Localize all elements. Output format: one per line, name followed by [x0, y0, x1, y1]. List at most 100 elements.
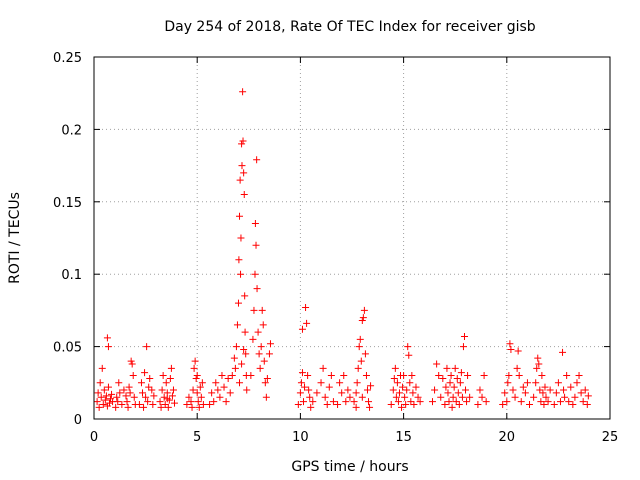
- x-tick-label: 25: [602, 430, 619, 445]
- data-point: [226, 389, 234, 397]
- data-point: [167, 364, 175, 372]
- data-point: [294, 401, 302, 409]
- data-point: [238, 140, 246, 148]
- data-point: [391, 364, 399, 372]
- data-point: [218, 372, 226, 380]
- data-point: [105, 399, 113, 407]
- data-point: [238, 360, 246, 368]
- chart-title: Day 254 of 2018, Rate Of TEC Index for r…: [164, 19, 535, 35]
- data-point: [563, 372, 571, 380]
- data-point: [412, 383, 420, 391]
- y-tick-label: 0.1: [61, 268, 82, 283]
- data-point: [443, 364, 451, 372]
- data-point: [140, 403, 148, 411]
- data-points: [93, 88, 592, 411]
- data-point: [539, 389, 547, 397]
- data-point: [183, 401, 191, 409]
- data-point: [158, 386, 166, 394]
- data-point: [206, 401, 214, 409]
- data-point: [354, 364, 362, 372]
- data-point: [478, 393, 486, 401]
- data-point: [260, 357, 268, 365]
- data-point: [297, 379, 305, 387]
- data-point: [236, 176, 244, 184]
- data-point: [114, 398, 122, 406]
- x-tick-label: 20: [499, 430, 516, 445]
- y-axis-label: ROTI / TECUs: [7, 192, 23, 284]
- data-point: [210, 398, 218, 406]
- data-point: [571, 393, 579, 401]
- data-point: [327, 372, 335, 380]
- data-point: [466, 393, 474, 401]
- data-point: [256, 364, 264, 372]
- data-point: [97, 393, 105, 401]
- data-point: [530, 393, 538, 401]
- data-point: [389, 386, 397, 394]
- y-tick-label: 0.15: [53, 196, 82, 211]
- axis-ticks: [93, 56, 611, 420]
- data-point: [569, 401, 577, 409]
- data-point: [299, 398, 307, 406]
- data-point: [302, 304, 310, 312]
- data-point: [401, 393, 409, 401]
- data-point: [395, 389, 403, 397]
- x-tick-label: 0: [90, 430, 98, 445]
- data-point: [197, 393, 205, 401]
- data-point: [307, 403, 315, 411]
- data-point: [514, 347, 522, 355]
- data-point: [390, 374, 398, 382]
- data-point: [253, 285, 261, 293]
- data-point: [534, 354, 542, 362]
- data-point: [93, 398, 101, 406]
- data-point: [100, 386, 108, 394]
- data-point: [169, 386, 177, 394]
- data-point: [189, 386, 197, 394]
- data-point: [208, 389, 216, 397]
- data-point: [458, 393, 466, 401]
- data-point: [241, 292, 249, 300]
- data-point: [405, 351, 413, 359]
- data-point: [162, 379, 170, 387]
- data-point: [98, 364, 106, 372]
- data-point: [304, 372, 312, 380]
- data-point: [168, 392, 176, 400]
- data-point: [237, 234, 245, 242]
- data-point: [325, 383, 333, 391]
- data-point: [536, 386, 544, 394]
- data-point: [482, 398, 490, 406]
- data-point: [141, 369, 149, 377]
- data-point: [338, 389, 346, 397]
- data-point: [236, 379, 244, 387]
- data-point: [447, 372, 455, 380]
- data-point: [392, 393, 400, 401]
- data-point: [103, 334, 111, 342]
- data-point: [342, 398, 350, 406]
- data-point: [191, 357, 199, 365]
- data-point: [350, 398, 358, 406]
- data-point: [398, 403, 406, 411]
- data-point: [130, 393, 138, 401]
- data-point: [353, 379, 361, 387]
- data-point: [431, 386, 439, 394]
- data-point: [142, 393, 150, 401]
- data-point: [161, 401, 169, 409]
- data-point: [254, 328, 262, 336]
- data-point: [387, 401, 395, 409]
- data-point: [95, 403, 103, 411]
- data-point: [233, 321, 241, 329]
- data-point: [301, 383, 309, 391]
- data-point: [145, 383, 153, 391]
- data-point: [399, 383, 407, 391]
- data-point: [506, 340, 514, 348]
- data-point: [437, 393, 445, 401]
- data-point: [251, 220, 259, 228]
- data-point: [235, 256, 243, 264]
- data-point: [463, 398, 471, 406]
- data-point: [125, 383, 133, 391]
- data-point: [150, 392, 158, 400]
- data-point: [544, 398, 552, 406]
- data-point: [195, 403, 203, 411]
- data-point: [232, 343, 240, 351]
- plot-frame: [93, 56, 611, 420]
- data-point: [480, 372, 488, 380]
